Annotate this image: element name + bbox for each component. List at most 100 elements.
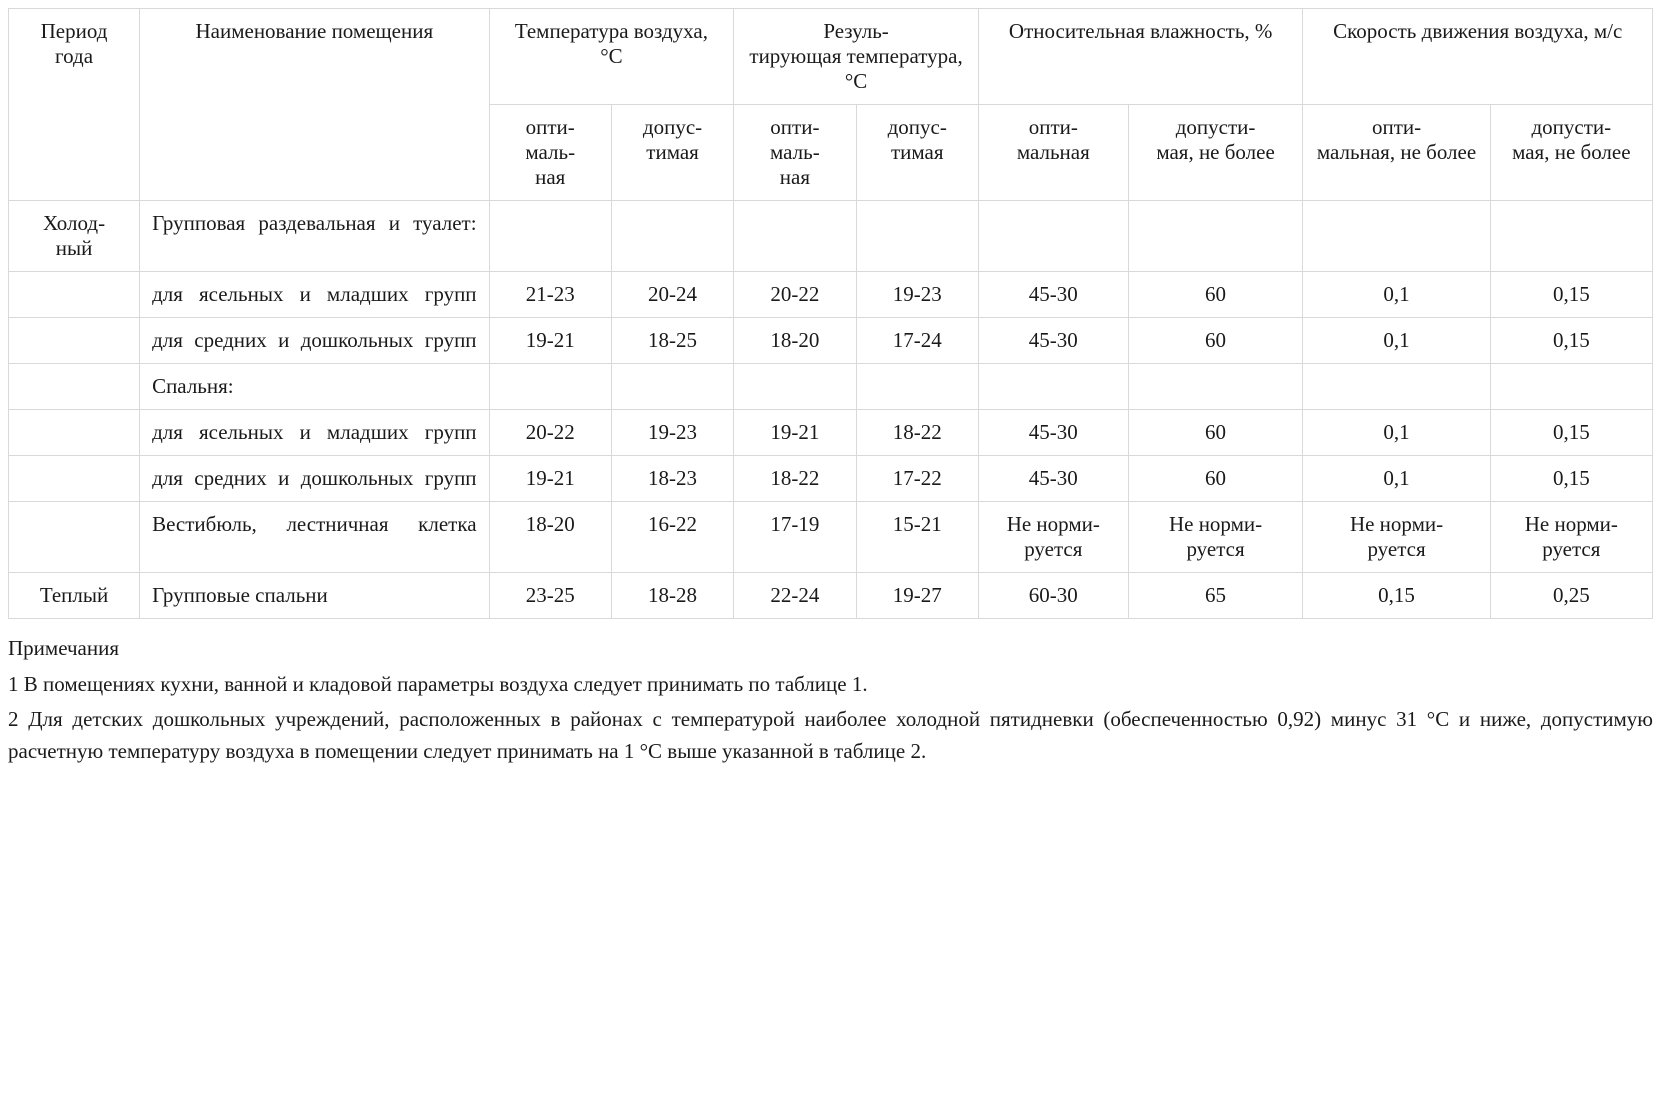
- cell-temp-opt: 18-20: [489, 502, 611, 573]
- cell-period: [9, 364, 140, 410]
- cell-hum-perm: Не норми-руется: [1128, 502, 1303, 573]
- cell-res-opt: [734, 364, 856, 410]
- sub-res-opt: опти-маль-ная: [734, 105, 856, 201]
- cell-period: [9, 318, 140, 364]
- cell-hum-opt: Не норми-руется: [978, 502, 1128, 573]
- col-temp-air: Температура воздуха, °C: [489, 9, 734, 105]
- cell-res-perm: 18-22: [856, 410, 978, 456]
- cell-temp-perm: 18-23: [611, 456, 733, 502]
- cell-temp-perm: [611, 364, 733, 410]
- sub-temp-perm: допус-тимая: [611, 105, 733, 201]
- cell-hum-perm: [1128, 364, 1303, 410]
- cell-hum-perm: 65: [1128, 573, 1303, 619]
- cell-spd-perm: 0,15: [1490, 410, 1652, 456]
- cell-res-opt: 18-20: [734, 318, 856, 364]
- cell-res-perm: [856, 201, 978, 272]
- cell-period: [9, 272, 140, 318]
- microclimate-table: Период года Наименование помещения Темпе…: [8, 8, 1653, 619]
- col-period: Период года: [9, 9, 140, 201]
- cell-temp-perm: 19-23: [611, 410, 733, 456]
- sub-spd-opt: опти-мальная, не более: [1303, 105, 1490, 201]
- cell-temp-perm: 16-22: [611, 502, 733, 573]
- cell-temp-opt: 20-22: [489, 410, 611, 456]
- cell-period: [9, 502, 140, 573]
- cell-hum-opt: 45-30: [978, 410, 1128, 456]
- cell-res-opt: 17-19: [734, 502, 856, 573]
- cell-res-opt: [734, 201, 856, 272]
- cell-res-opt: 22-24: [734, 573, 856, 619]
- cell-temp-opt: 19-21: [489, 318, 611, 364]
- cell-spd-perm: [1490, 201, 1652, 272]
- cell-hum-perm: [1128, 201, 1303, 272]
- cell-temp-perm: 20-24: [611, 272, 733, 318]
- cell-temp-opt: [489, 201, 611, 272]
- cell-spd-opt: 0,1: [1303, 318, 1490, 364]
- cell-spd-opt: [1303, 364, 1490, 410]
- cell-hum-opt: [978, 201, 1128, 272]
- sub-res-perm: допус-тимая: [856, 105, 978, 201]
- cell-res-opt: 20-22: [734, 272, 856, 318]
- table-row: для ясельных и младших групп21-2320-2420…: [9, 272, 1653, 318]
- cell-room: для ясельных и младших групп: [140, 272, 490, 318]
- cell-room: Вестибюль, лестничная клетка: [140, 502, 490, 573]
- table-row: для средних и дошкольных групп19-2118-23…: [9, 456, 1653, 502]
- cell-spd-opt: [1303, 201, 1490, 272]
- cell-spd-perm: Не норми-руется: [1490, 502, 1652, 573]
- cell-room: Спальня:: [140, 364, 490, 410]
- cell-period: Теплый: [9, 573, 140, 619]
- cell-spd-perm: 0,15: [1490, 272, 1652, 318]
- cell-period: Холод-ный: [9, 201, 140, 272]
- table-body: Холод-ныйГрупповая раздевальная и туалет…: [9, 201, 1653, 619]
- cell-res-perm: 17-22: [856, 456, 978, 502]
- cell-room: для средних и дошкольных групп: [140, 456, 490, 502]
- cell-room: Групповые спальни: [140, 573, 490, 619]
- table-row: ТеплыйГрупповые спальни23-2518-2822-2419…: [9, 573, 1653, 619]
- cell-temp-opt: 21-23: [489, 272, 611, 318]
- table-header: Период года Наименование помещения Темпе…: [9, 9, 1653, 201]
- cell-spd-perm: 0,25: [1490, 573, 1652, 619]
- cell-hum-perm: 60: [1128, 318, 1303, 364]
- cell-spd-opt: Не норми-руется: [1303, 502, 1490, 573]
- table-row: Спальня:: [9, 364, 1653, 410]
- cell-res-perm: [856, 364, 978, 410]
- cell-spd-opt: 0,15: [1303, 573, 1490, 619]
- sub-spd-perm: допусти-мая, не более: [1490, 105, 1652, 201]
- cell-room: для ясельных и младших групп: [140, 410, 490, 456]
- cell-room: Групповая раздевальная и туалет:: [140, 201, 490, 272]
- notes-section: Примечания 1 В помещениях кухни, ванной …: [8, 633, 1653, 767]
- cell-hum-perm: 60: [1128, 272, 1303, 318]
- note-item: 1 В помещениях кухни, ванной и кладовой …: [8, 669, 1653, 701]
- sub-hum-opt: опти-мальная: [978, 105, 1128, 201]
- table-row: Вестибюль, лестничная клетка18-2016-2217…: [9, 502, 1653, 573]
- cell-period: [9, 410, 140, 456]
- notes-title: Примечания: [8, 633, 1653, 665]
- cell-hum-perm: 60: [1128, 456, 1303, 502]
- table-row: Холод-ныйГрупповая раздевальная и туалет…: [9, 201, 1653, 272]
- cell-res-perm: 17-24: [856, 318, 978, 364]
- col-room: Наименование помещения: [140, 9, 490, 201]
- cell-hum-opt: 45-30: [978, 272, 1128, 318]
- cell-res-perm: 19-27: [856, 573, 978, 619]
- cell-hum-opt: 60-30: [978, 573, 1128, 619]
- cell-spd-perm: 0,15: [1490, 318, 1652, 364]
- cell-temp-perm: 18-28: [611, 573, 733, 619]
- cell-spd-opt: 0,1: [1303, 410, 1490, 456]
- cell-spd-perm: 0,15: [1490, 456, 1652, 502]
- cell-res-perm: 19-23: [856, 272, 978, 318]
- col-humidity: Относительная влажность, %: [978, 9, 1303, 105]
- cell-temp-perm: [611, 201, 733, 272]
- cell-hum-opt: 45-30: [978, 456, 1128, 502]
- cell-spd-perm: [1490, 364, 1652, 410]
- sub-temp-opt: опти-маль-ная: [489, 105, 611, 201]
- cell-res-perm: 15-21: [856, 502, 978, 573]
- note-item: 2 Для детских дошкольных учреждений, рас…: [8, 704, 1653, 767]
- cell-hum-opt: 45-30: [978, 318, 1128, 364]
- cell-temp-perm: 18-25: [611, 318, 733, 364]
- cell-temp-opt: 23-25: [489, 573, 611, 619]
- cell-temp-opt: [489, 364, 611, 410]
- col-air-speed: Скорость движения воздуха, м/с: [1303, 9, 1653, 105]
- table-row: для ясельных и младших групп20-2219-2319…: [9, 410, 1653, 456]
- table-row: для средних и дошкольных групп19-2118-25…: [9, 318, 1653, 364]
- cell-hum-opt: [978, 364, 1128, 410]
- cell-res-opt: 19-21: [734, 410, 856, 456]
